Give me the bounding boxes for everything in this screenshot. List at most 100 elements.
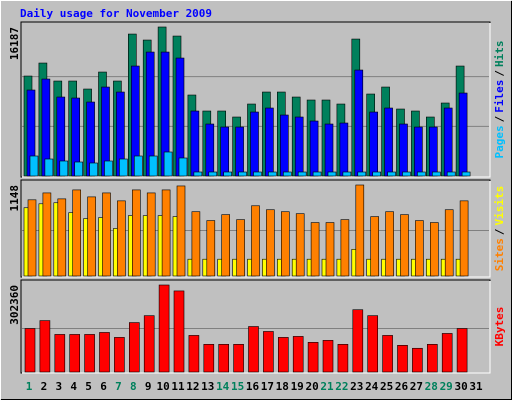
bar xyxy=(294,116,304,177)
bar xyxy=(266,209,275,277)
bar xyxy=(161,189,171,277)
bar xyxy=(387,171,396,177)
bar xyxy=(158,284,170,373)
bar xyxy=(443,107,453,177)
x-tick-label: 18 xyxy=(276,380,289,393)
bar xyxy=(220,126,229,177)
chart-title: Daily usage for November 2009 xyxy=(20,7,212,20)
x-tick-label: 20 xyxy=(305,380,318,393)
y-tick-label: 1148 xyxy=(8,185,21,212)
x-tick-label: 27 xyxy=(410,380,423,393)
bar xyxy=(99,332,110,373)
bar xyxy=(459,200,469,277)
bar xyxy=(44,158,54,177)
x-tick-label: 4 xyxy=(70,380,77,393)
bar xyxy=(382,335,393,373)
panel-edge xyxy=(22,181,491,278)
bar xyxy=(337,344,349,373)
bar xyxy=(268,171,277,177)
bar xyxy=(57,198,67,277)
bar xyxy=(444,209,454,277)
bar xyxy=(29,155,39,177)
x-tick-label: 8 xyxy=(130,380,137,393)
bar xyxy=(431,171,441,177)
bar xyxy=(312,171,322,177)
bar xyxy=(297,171,307,177)
bar xyxy=(190,110,200,177)
bar xyxy=(89,162,98,177)
x-tick-label: 21 xyxy=(320,380,334,393)
legend-separator: / xyxy=(493,228,506,235)
bar xyxy=(223,171,232,177)
bar xyxy=(400,214,409,277)
x-tick-label: 7 xyxy=(115,380,122,393)
legend: Pages / Files / Hits xyxy=(493,41,506,159)
legend: Sites / Visits xyxy=(493,186,506,272)
bar xyxy=(415,220,424,277)
bar xyxy=(412,347,423,373)
bar xyxy=(324,123,334,177)
bar xyxy=(236,219,245,277)
bar xyxy=(458,92,468,177)
legend-entry: Files xyxy=(493,80,506,113)
bar xyxy=(417,171,426,177)
bar xyxy=(456,328,468,373)
bar xyxy=(355,184,365,277)
bar xyxy=(372,171,382,177)
bar xyxy=(119,158,128,177)
legend-entry: KBytes xyxy=(493,307,506,347)
bar xyxy=(414,126,423,177)
bar xyxy=(102,192,111,277)
x-tick-label: 15 xyxy=(231,380,244,393)
bar xyxy=(309,120,319,177)
bar xyxy=(339,122,349,177)
bar xyxy=(129,322,140,373)
bar xyxy=(104,160,113,177)
bar xyxy=(114,337,125,373)
bar xyxy=(357,171,367,177)
bar xyxy=(72,189,81,277)
bar xyxy=(238,171,247,177)
bar xyxy=(74,161,83,177)
bar xyxy=(250,111,259,177)
bar xyxy=(253,171,262,177)
x-tick-label: 24 xyxy=(365,380,379,393)
x-tick-label: 22 xyxy=(335,380,348,393)
bar xyxy=(84,334,95,373)
bar xyxy=(265,107,274,177)
bar xyxy=(263,331,274,373)
x-tick-label: 19 xyxy=(291,380,304,393)
bar xyxy=(163,151,173,177)
legend-entry: Visits xyxy=(493,186,506,226)
legend-separator: / xyxy=(493,115,506,122)
bar xyxy=(203,344,215,373)
bar xyxy=(132,189,141,277)
bar xyxy=(54,334,66,373)
bar xyxy=(327,171,337,177)
x-tick-label: 13 xyxy=(201,380,214,393)
bar xyxy=(205,123,215,177)
bar xyxy=(176,185,186,277)
bar xyxy=(295,213,305,277)
legend-entry: Pages xyxy=(493,125,506,158)
bar xyxy=(221,214,230,277)
bar xyxy=(188,335,200,373)
bar xyxy=(279,114,289,177)
bar xyxy=(307,342,319,373)
panel-edge xyxy=(22,281,491,374)
bar xyxy=(429,222,439,277)
bar xyxy=(69,334,80,373)
x-tick-label: 5 xyxy=(85,380,92,393)
bar xyxy=(134,155,143,177)
bar xyxy=(402,171,411,177)
bar xyxy=(461,171,471,177)
bar xyxy=(235,126,244,177)
bar xyxy=(208,171,218,177)
x-tick-label: 14 xyxy=(216,380,230,393)
bar xyxy=(206,220,216,277)
bar xyxy=(322,340,334,373)
bar xyxy=(384,107,393,177)
x-tick-label: 12 xyxy=(186,380,199,393)
